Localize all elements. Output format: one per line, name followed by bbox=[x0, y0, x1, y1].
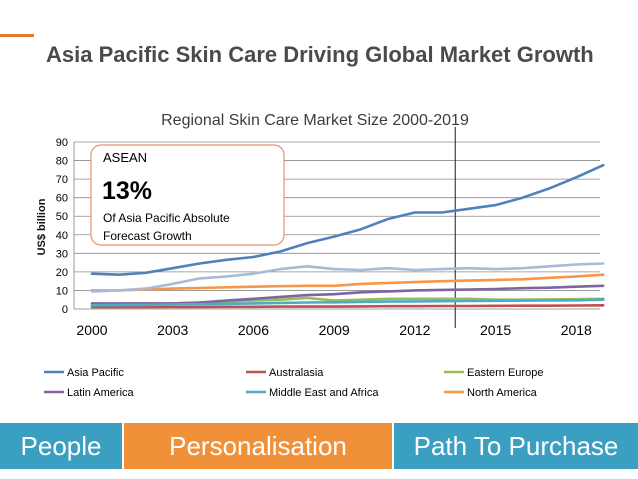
series-line-middle-east-and-africa bbox=[90, 298, 605, 307]
chart-title: Regional Skin Care Market Size 2000-2019 bbox=[161, 112, 469, 129]
x-tick-label: 2006 bbox=[238, 322, 269, 338]
y-tick-label: 10 bbox=[56, 285, 68, 297]
y-tick-label: 80 bbox=[56, 156, 68, 168]
x-tick-label: 2009 bbox=[319, 322, 350, 338]
y-tick-label: 0 bbox=[62, 304, 68, 316]
asean-callout: ASEAN 13% Of Asia Pacific Absolute Forec… bbox=[90, 144, 285, 246]
y-tick-label: 30 bbox=[56, 248, 68, 260]
series-line-north-america bbox=[90, 273, 605, 292]
x-tick-label: 2018 bbox=[561, 322, 592, 338]
legend-label: Asia Pacific bbox=[67, 367, 124, 379]
legend-label: Australasia bbox=[269, 367, 324, 379]
callout-value: 13% bbox=[102, 177, 152, 205]
x-tick-label: 2012 bbox=[399, 322, 430, 338]
slide-title: Asia Pacific Skin Care Driving Global Ma… bbox=[46, 42, 594, 67]
bottom-tab-people: People bbox=[0, 423, 122, 469]
y-tick-label: 90 bbox=[56, 137, 68, 149]
y-axis-label: US$ billion bbox=[36, 198, 48, 255]
series-line-australasia bbox=[90, 303, 605, 309]
y-tick-label: 20 bbox=[56, 267, 68, 279]
bottom-bar: People Personalisation Path To Purchase bbox=[0, 423, 638, 469]
callout-region: ASEAN bbox=[103, 150, 147, 165]
legend-label: Middle East and Africa bbox=[269, 387, 379, 399]
bottom-tab-path-to-purchase: Path To Purchase bbox=[394, 423, 638, 469]
line-chart: Regional Skin Care Market Size 2000-2019… bbox=[36, 112, 605, 399]
title-accent-bar bbox=[0, 34, 34, 37]
x-tick-label: 2015 bbox=[480, 322, 511, 338]
y-tick-label: 70 bbox=[56, 174, 68, 186]
y-tick-label: 40 bbox=[56, 230, 68, 242]
legend-label: North America bbox=[467, 387, 538, 399]
callout-line2: Forecast Growth bbox=[103, 229, 192, 243]
callout-line1: Of Asia Pacific Absolute bbox=[103, 211, 230, 225]
legend-label: Eastern Europe bbox=[467, 367, 543, 379]
y-tick-label: 50 bbox=[56, 211, 68, 223]
chart-legend: Asia Pacific Australasia Eastern Europe Lat… bbox=[44, 367, 543, 399]
callout-box bbox=[90, 144, 285, 246]
bottom-tab-personalisation: Personalisation bbox=[124, 423, 392, 469]
x-tick-label: 2003 bbox=[157, 322, 188, 338]
series-line-asia-pacific bbox=[90, 163, 605, 277]
x-tick-label: 2000 bbox=[76, 322, 107, 338]
legend-label: Latin America bbox=[67, 387, 135, 399]
y-tick-label: 60 bbox=[56, 193, 68, 205]
series-line-western-europe bbox=[90, 262, 605, 293]
